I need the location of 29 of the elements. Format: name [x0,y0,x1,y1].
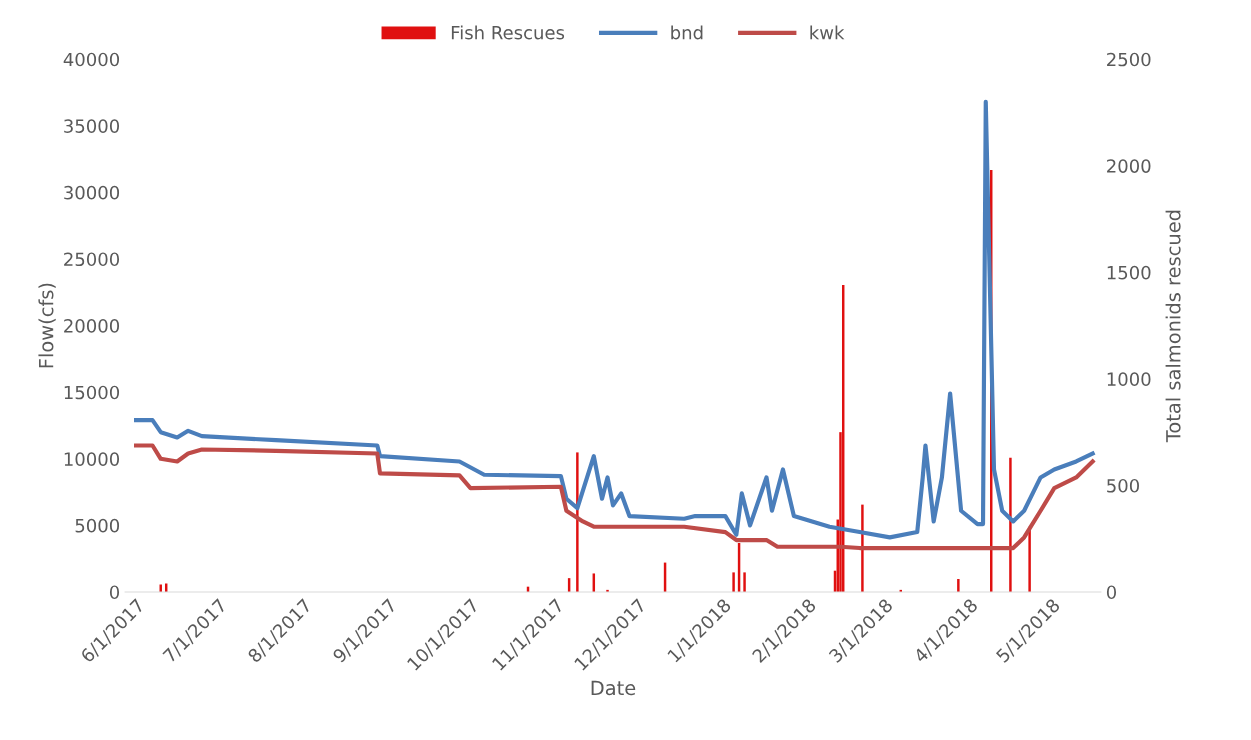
y-axis-title: Flow(cfs) [38,283,56,368]
bar [957,579,960,592]
y2-tick-label: 1000 [1107,372,1151,386]
y-tick-label: 40000 [63,52,120,67]
y-tick-label: 30000 [64,185,120,200]
y2-tick-label: 0 [1106,585,1117,600]
y2-tick-label: 2000 [1107,159,1151,173]
bar [1009,457,1012,592]
y2-tick-label: 2500 [1107,52,1151,67]
bar [861,504,864,592]
y2-axis-title: Total salmonids rescued [1165,210,1181,443]
legend-label: bnd [671,25,703,40]
y2-tick-label: 1500 [1107,265,1151,280]
y-tick-label: 20000 [64,319,120,333]
legend-label: kwk [810,25,845,40]
bar [743,572,746,592]
legend-label: Fish Rescues [451,25,565,40]
x-axis-title: Date [591,680,636,696]
bar [732,572,735,592]
y-tick-label: 0 [109,585,120,600]
bar [159,584,162,592]
y-tick-label: 25000 [64,252,120,267]
line-series [133,99,1095,540]
y2-tick-label: 500 [1107,478,1140,493]
y-tick-label: 10000 [64,452,120,466]
y-tick-label: 35000 [64,119,120,133]
y-tick-label: 15000 [64,385,120,400]
y-tick-label: 5000 [75,518,120,533]
line-series [133,443,1095,551]
